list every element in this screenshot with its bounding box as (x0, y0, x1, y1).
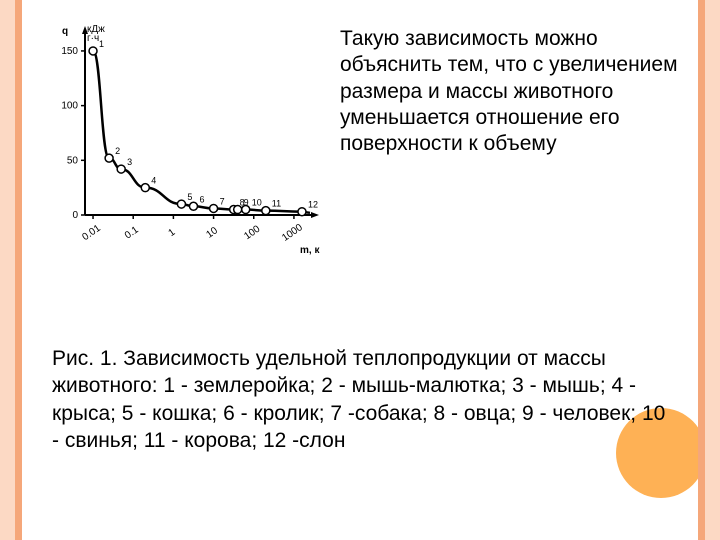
svg-text:3: 3 (127, 157, 132, 167)
svg-text:г·ч: г·ч (87, 33, 99, 44)
svg-text:1: 1 (167, 227, 178, 239)
svg-text:100: 100 (61, 101, 78, 112)
figure-caption: Рис. 1. Зависимость удельной теплопродук… (52, 345, 668, 454)
svg-text:4: 4 (151, 176, 156, 186)
svg-text:0.1: 0.1 (123, 224, 141, 241)
svg-text:150: 150 (61, 46, 78, 57)
svg-text:q: q (62, 26, 68, 37)
border-left (0, 0, 22, 540)
svg-text:5: 5 (187, 192, 192, 202)
svg-text:1: 1 (99, 39, 104, 49)
chart-svg: 050100150qкДжг·ч0.010.11101001000m, к123… (40, 20, 320, 260)
border-right-light (705, 0, 720, 540)
svg-text:1000: 1000 (280, 222, 305, 244)
border-right (698, 0, 720, 540)
border-left-light (0, 0, 15, 540)
svg-text:0: 0 (72, 210, 78, 221)
svg-text:11: 11 (272, 199, 281, 209)
svg-text:7: 7 (220, 196, 225, 206)
svg-text:12: 12 (308, 200, 318, 210)
svg-text:2: 2 (115, 146, 120, 156)
chart-container: 050100150qкДжг·ч0.010.11101001000m, к123… (40, 20, 320, 260)
svg-text:10: 10 (252, 198, 262, 208)
svg-text:50: 50 (67, 155, 79, 166)
content-area: 050100150qкДжг·ч0.010.11101001000m, к123… (22, 0, 698, 540)
top-row: 050100150qкДжг·ч0.010.11101001000m, к123… (40, 20, 680, 260)
svg-text:6: 6 (199, 194, 204, 204)
svg-text:100: 100 (242, 223, 262, 242)
svg-text:0.01: 0.01 (80, 223, 103, 243)
explanation-text: Такую зависимость можно объяснить тем, ч… (340, 20, 680, 260)
svg-text:10: 10 (204, 225, 220, 241)
border-right-dark (698, 0, 705, 540)
border-left-dark (15, 0, 22, 540)
svg-text:m, к: m, к (300, 245, 320, 256)
